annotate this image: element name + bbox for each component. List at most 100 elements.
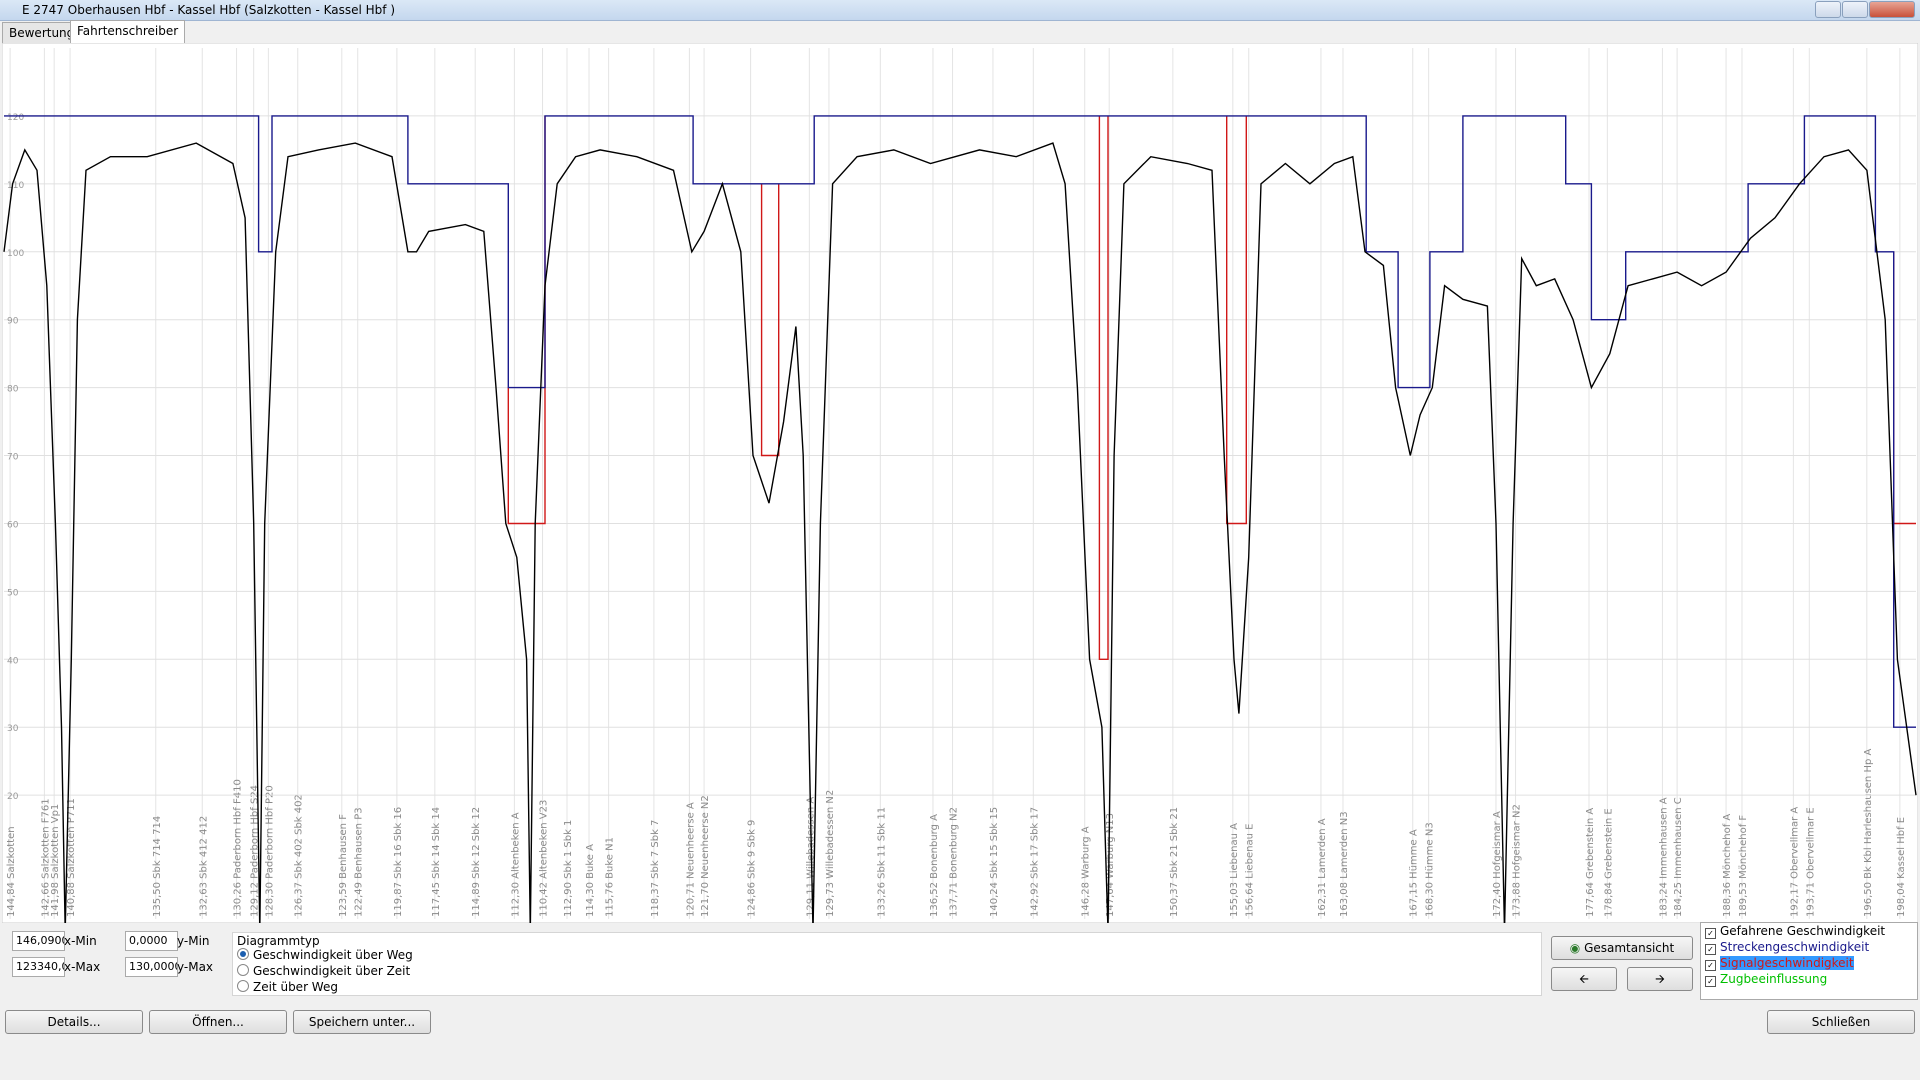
station-label: 141,98 Salzkotten Vp1: [50, 804, 61, 917]
radio-option[interactable]: Zeit über Weg: [237, 980, 338, 994]
station-label: 146,28 Warburg A: [1081, 826, 1092, 917]
station-label: 124,86 Sbk 9 Sbk 9: [747, 820, 758, 917]
save-button[interactable]: Speichern unter...: [293, 1010, 431, 1034]
station-label: 136,52 Bonenburg A: [929, 814, 940, 917]
radio-label: Geschwindigkeit über Zeit: [253, 964, 411, 978]
x-max-label: x-Max: [64, 960, 101, 974]
legend-label: Zugbeeinflussung: [1720, 972, 1828, 986]
station-label: 121,70 Neuenheerse N2: [700, 795, 711, 917]
station-label: 192,17 Obervellmar A: [1789, 807, 1800, 917]
tab[interactable]: Bewertung: [2, 22, 82, 43]
group-title: Diagrammtyp: [237, 934, 320, 948]
details-button[interactable]: Details...: [5, 1010, 143, 1034]
title-bar: E 2747 Oberhausen Hbf - Kassel Hbf (Salz…: [0, 0, 1920, 21]
back-button[interactable]: 🡨: [1551, 967, 1617, 991]
y-tick-label: 30: [7, 724, 19, 734]
y-tick-label: 90: [7, 317, 19, 327]
station-label: 128,30 Paderborn Hbf P20: [264, 785, 275, 917]
station-label: 129,73 Willebadessen N2: [825, 790, 836, 917]
station-label: 120,71 Neuenheerse A: [685, 802, 696, 917]
station-label: 142,92 Sbk 17 Sbk 17: [1029, 807, 1040, 917]
station-label: 193,71 Obervellmar E: [1805, 807, 1816, 917]
minimize-button[interactable]: [1815, 1, 1841, 18]
station-label: 155,03 Liebenau A: [1229, 823, 1240, 917]
station-label: 144,84 Salzkotten: [6, 826, 17, 917]
station-label: 177,64 Grebenstein A: [1585, 808, 1596, 917]
station-label: 184,25 Immenhausen C: [1673, 797, 1684, 917]
station-label: 115,76 Buke N1: [605, 837, 616, 917]
y-min-field[interactable]: 0,0000: [125, 931, 178, 951]
checkbox[interactable]: ✓: [1705, 976, 1716, 987]
station-label: 163,08 Lamerden N3: [1339, 811, 1350, 917]
station-label: 173,88 Hofgeismar N2: [1512, 804, 1523, 917]
station-label: 188,36 Mönchehof A: [1722, 814, 1733, 917]
legend-label: Gefahrene Geschwindigkeit: [1720, 924, 1886, 938]
y-max-field[interactable]: 130,0000: [125, 957, 178, 977]
y-tick-label: 100: [7, 249, 24, 259]
station-label: 168,30 Hümme N3: [1425, 822, 1436, 917]
station-label: 112,90 Sbk 1 Sbk 1: [563, 820, 574, 917]
series-line: [3, 142, 1917, 923]
radio-option[interactable]: Geschwindigkeit über Zeit: [237, 964, 410, 978]
station-label: 119,87 Sbk 16 Sbk 16: [393, 807, 404, 917]
y-tick-label: 20: [7, 792, 19, 802]
y-tick-label: 110: [7, 181, 24, 191]
checkbox[interactable]: ✓: [1705, 960, 1716, 971]
x-max-field[interactable]: 123340,0: [12, 957, 65, 977]
station-label: 196,50 Bk Kbl Harleshausen Hp A: [1863, 749, 1874, 917]
station-label: 189,53 Mönchehof F: [1738, 815, 1749, 917]
legend-item[interactable]: ✓ Gefahrene Geschwindigkeit: [1701, 923, 1917, 939]
checkbox[interactable]: ✓: [1705, 944, 1716, 955]
legend-item[interactable]: ✓ Streckengeschwindigkeit: [1701, 939, 1917, 955]
station-label: 112,30 Altenbeken A: [510, 812, 521, 917]
button-label: Gesamtansicht: [1584, 941, 1675, 955]
station-label: 133,26 Sbk 11 Sbk 11: [876, 807, 887, 917]
station-label: 178,84 Grebenstein E: [1603, 808, 1614, 917]
close-button[interactable]: Schließen: [1767, 1010, 1915, 1034]
plot-background: [2, 43, 1918, 923]
y-tick-label: 80: [7, 385, 19, 395]
station-label: 150,37 Sbk 21 Sbk 21: [1169, 807, 1180, 917]
legend: ✓ Gefahrene Geschwindigkeit ✓ Streckengesch…: [1700, 922, 1918, 1000]
series-line: [4, 115, 1916, 728]
y-tick-label: 120: [7, 113, 24, 123]
station-label: 183,24 Immenhausen A: [1658, 797, 1669, 917]
station-label: 129,12 Paderborn Hbf S24: [250, 785, 261, 917]
radio-label: Zeit über Weg: [253, 980, 338, 994]
station-label: 114,30 Buke A: [585, 844, 596, 917]
station-label: 132,63 Sbk 412 412: [198, 816, 209, 917]
forward-button[interactable]: 🡪: [1627, 967, 1693, 991]
station-label: 130,26 Paderborn Hbf F410: [233, 779, 244, 917]
station-label: 117,45 Sbk 14 Sbk 14: [431, 807, 442, 917]
station-label: 147,64 Warburg N13: [1105, 813, 1116, 917]
y-min-label: y-Min: [177, 934, 210, 948]
legend-item[interactable]: ✓ Signalgeschwindigkeit: [1701, 955, 1917, 971]
checkbox[interactable]: ✓: [1705, 928, 1716, 939]
station-label: 140,24 Sbk 15 Sbk 15: [989, 807, 1000, 917]
station-label: 162,31 Lamerden A: [1317, 818, 1328, 917]
station-label: 142,66 Salzkotten F761: [40, 798, 51, 917]
station-label: 167,15 Hümme A: [1409, 829, 1420, 917]
station-label: 198,04 Kassel Hbf E: [1896, 817, 1907, 917]
y-tick-label: 60: [7, 520, 19, 530]
station-label: 110,42 Altenbeken V23: [539, 800, 550, 917]
x-min-label: x-Min: [64, 934, 97, 948]
maximize-button[interactable]: [1842, 1, 1868, 18]
legend-item[interactable]: ✓ Zugbeeinflussung: [1701, 971, 1917, 987]
series-line: [507, 115, 1916, 660]
station-label: 123,59 Benhausen F: [338, 814, 349, 917]
station-label: 137,71 Bonenburg N2: [949, 807, 960, 917]
station-label: 118,37 Sbk 7 Sbk 7: [650, 820, 661, 917]
station-label: 156,64 Liebenau E: [1245, 824, 1256, 917]
close-window-button[interactable]: [1869, 1, 1915, 18]
station-label: 114,89 Sbk 12 Sbk 12: [471, 807, 482, 917]
tab-active[interactable]: Fahrtenschreiber: [70, 20, 186, 44]
legend-label: Streckengeschwindigkeit: [1720, 940, 1870, 954]
y-tick-label: 70: [7, 453, 19, 463]
overview-button[interactable]: ◉ Gesamtansicht: [1551, 936, 1693, 960]
radio-option[interactable]: Geschwindigkeit über Weg: [237, 948, 413, 962]
y-tick-label: 40: [7, 656, 19, 666]
x-min-field[interactable]: 146,0900: [12, 931, 65, 951]
open-button[interactable]: Öffnen...: [149, 1010, 287, 1034]
